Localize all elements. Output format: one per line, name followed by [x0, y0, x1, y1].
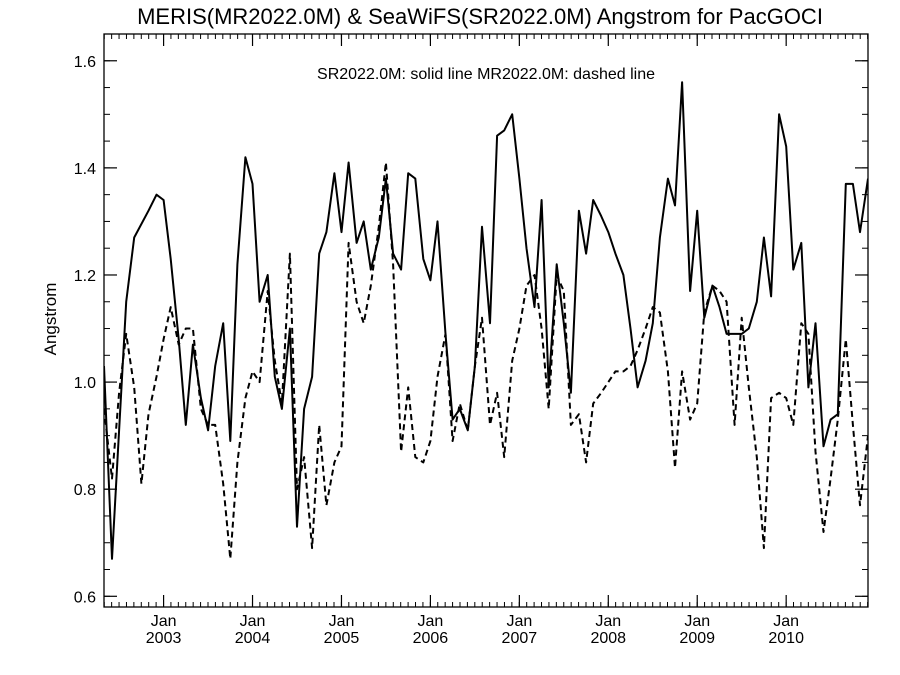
y-tick-label: 1.0	[74, 375, 96, 392]
series-layer	[104, 81, 868, 560]
x-tick-year: 2008	[590, 630, 626, 647]
y-tick-label: 1.2	[74, 268, 96, 285]
plot-frame	[103, 33, 869, 608]
x-tick-year: 2010	[768, 630, 804, 647]
plot-axes: Jan2003Jan2004Jan2005Jan2006Jan2007Jan20…	[74, 33, 869, 647]
x-tick-month: Jan	[240, 613, 266, 630]
x-tick-month: Jan	[684, 613, 710, 630]
y-tick-label: 1.6	[74, 54, 96, 71]
line-style-note: SR2022.0M: solid line MR2022.0M: dashed …	[317, 66, 655, 83]
series-line-solid	[104, 81, 868, 560]
x-tick-year: 2009	[679, 630, 715, 647]
series-line-dashed	[104, 161, 868, 560]
x-tick-month: Jan	[151, 613, 177, 630]
x-tick-month: Jan	[506, 613, 532, 630]
x-tick-year: 2003	[146, 630, 182, 647]
x-tick-year: 2004	[235, 630, 271, 647]
y-tick-label: 0.8	[74, 482, 96, 499]
y-tick-label: 1.4	[74, 161, 96, 178]
x-tick-month: Jan	[595, 613, 621, 630]
y-tick-label: 0.6	[74, 589, 96, 606]
x-tick-month: Jan	[329, 613, 355, 630]
x-tick-month: Jan	[418, 613, 444, 630]
x-tick-year: 2007	[502, 630, 538, 647]
x-tick-year: 2005	[324, 630, 360, 647]
x-tick-year: 2006	[413, 630, 449, 647]
y-axis-label: Angstrom	[41, 283, 60, 356]
chart-title: MERIS(MR2022.0M) & SeaWiFS(SR2022.0M) An…	[137, 4, 823, 29]
x-tick-month: Jan	[773, 613, 799, 630]
